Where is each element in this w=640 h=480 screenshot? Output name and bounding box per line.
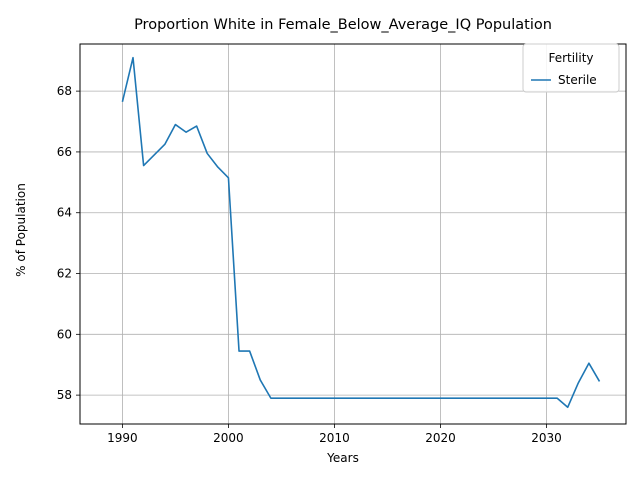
y-tick-label: 60: [57, 327, 72, 341]
plot-frame: [79, 43, 627, 425]
x-tick-label: 2000: [213, 431, 244, 445]
legend: Fertility Sterile: [522, 43, 620, 93]
y-axis-ticks: 58 60 62 64 66 68: [57, 84, 80, 402]
y-tick-label: 64: [57, 206, 72, 220]
x-tick-label: 1990: [107, 431, 138, 445]
x-axis-ticks: 1990 2000 2010 2020 2030: [107, 424, 562, 445]
legend-title: Fertility: [548, 51, 593, 65]
y-tick-label: 58: [57, 388, 72, 402]
y-axis-label: % of Population: [14, 183, 28, 277]
x-tick-label: 2020: [425, 431, 456, 445]
series-line-sterile: [121, 56, 601, 409]
y-tick-label: 68: [57, 84, 72, 98]
x-tick-label: 2010: [319, 431, 350, 445]
series-layer: [121, 56, 601, 409]
y-tick-label: 66: [57, 145, 72, 159]
x-axis-label: Years: [326, 451, 359, 465]
y-tick-label: 62: [57, 267, 72, 281]
chart-title: Proportion White in Female_Below_Average…: [134, 17, 552, 33]
x-tick-label: 2030: [531, 431, 562, 445]
legend-label-sterile: Sterile: [558, 73, 597, 87]
grid-lines: [80, 44, 626, 424]
